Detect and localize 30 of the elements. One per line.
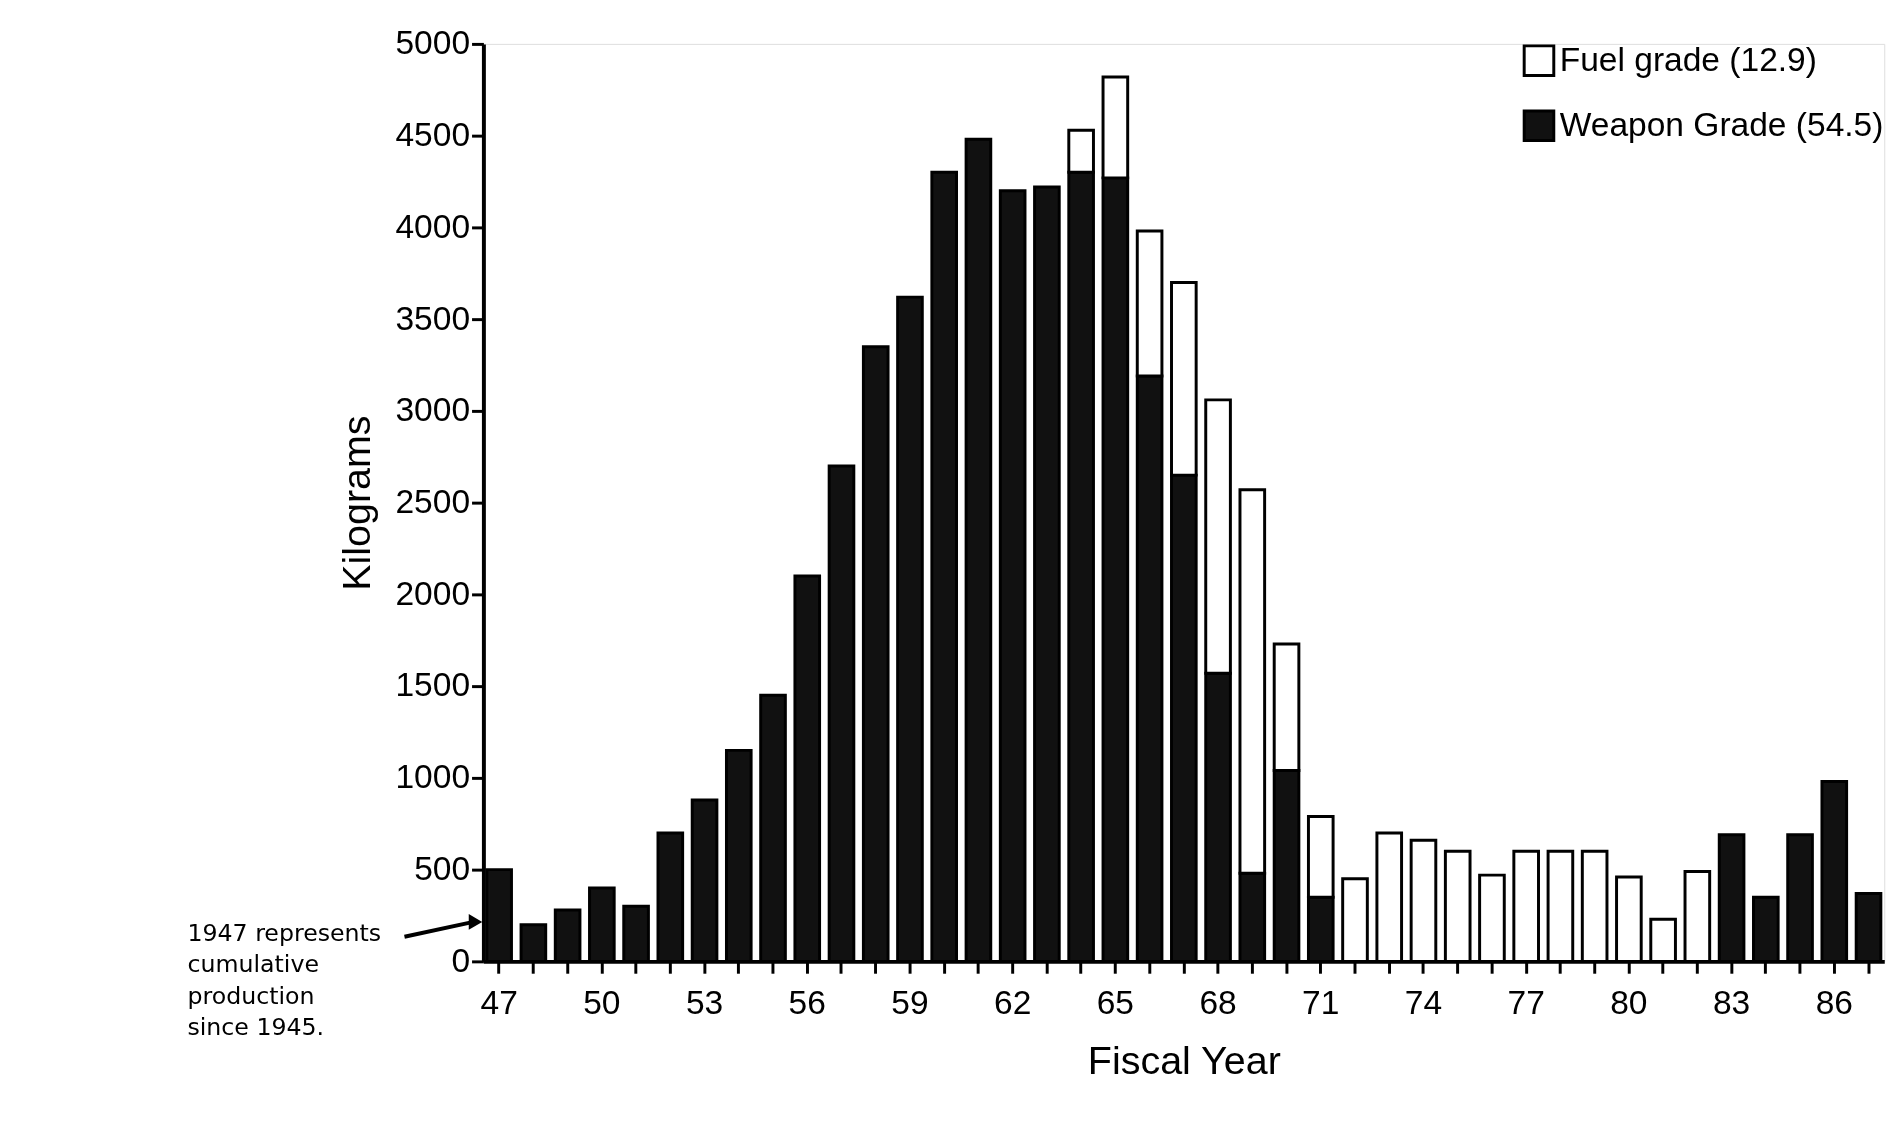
x-tick-label: 56 xyxy=(788,984,826,1022)
y-tick-label: 0 xyxy=(451,941,471,979)
y-tick-label: 5000 xyxy=(395,24,471,62)
x-tick-label: 68 xyxy=(1199,984,1237,1022)
y-axis-title: Kilograms xyxy=(333,415,378,591)
x-tick-label: 86 xyxy=(1815,984,1853,1022)
y-tick-label: 3000 xyxy=(395,391,471,429)
x-tick-label: 80 xyxy=(1610,984,1648,1022)
x-tick-label: 65 xyxy=(1096,984,1135,1022)
legend-label: Weapon Grade (54.5) xyxy=(1559,105,1884,143)
y-tick-label: 4500 xyxy=(395,116,471,154)
y-tick-label: 2000 xyxy=(395,574,471,612)
x-tick-label: 53 xyxy=(685,984,724,1022)
x-tick-label: 59 xyxy=(891,984,929,1022)
x-tick-label: 62 xyxy=(994,984,1032,1022)
x-tick-label: 50 xyxy=(583,984,621,1022)
text: 1947 represents cumulative production since 1945. xyxy=(187,918,382,1042)
y-tick-label: 2500 xyxy=(395,483,471,520)
x-tick-label: 47 xyxy=(480,984,518,1022)
x-tick-label: 71 xyxy=(1302,984,1340,1022)
y-tick-label: 1000 xyxy=(395,758,471,796)
x-tick-label: 74 xyxy=(1404,984,1443,1022)
y-tick-label: 500 xyxy=(414,849,471,887)
x-tick-label: 83 xyxy=(1712,984,1751,1022)
legend-label: Fuel grade (12.9) xyxy=(1559,40,1817,78)
y-tick-label: 4000 xyxy=(395,207,471,245)
y-tick-label: 3500 xyxy=(395,299,471,337)
y-tick-label: 1500 xyxy=(395,666,471,704)
x-tick-label: 77 xyxy=(1507,984,1545,1022)
x-axis-title: Fiscal Year xyxy=(1087,1038,1281,1083)
